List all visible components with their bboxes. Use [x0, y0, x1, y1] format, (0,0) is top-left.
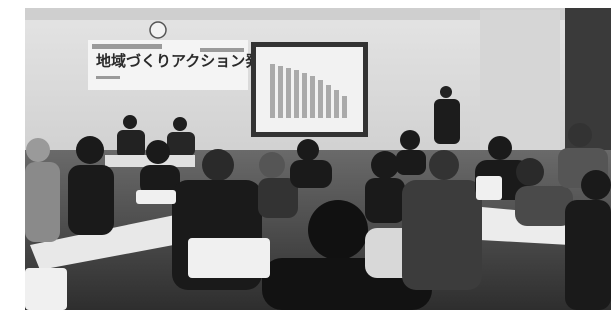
- speaker-head: [440, 86, 452, 98]
- person-body: [167, 132, 195, 156]
- banner-line: [96, 76, 120, 79]
- clock: [150, 22, 166, 38]
- banner-line: [92, 44, 162, 49]
- person-head: [123, 115, 137, 129]
- page: {"banner": {"title": "地域づくりアクション発表会"}} 地…: [0, 0, 611, 310]
- person-body: [117, 130, 145, 158]
- person-head: [173, 117, 187, 131]
- pillar: [480, 10, 560, 160]
- speaker-body: [434, 99, 460, 144]
- photo: 地域づくりアクション発表会: [0, 0, 611, 310]
